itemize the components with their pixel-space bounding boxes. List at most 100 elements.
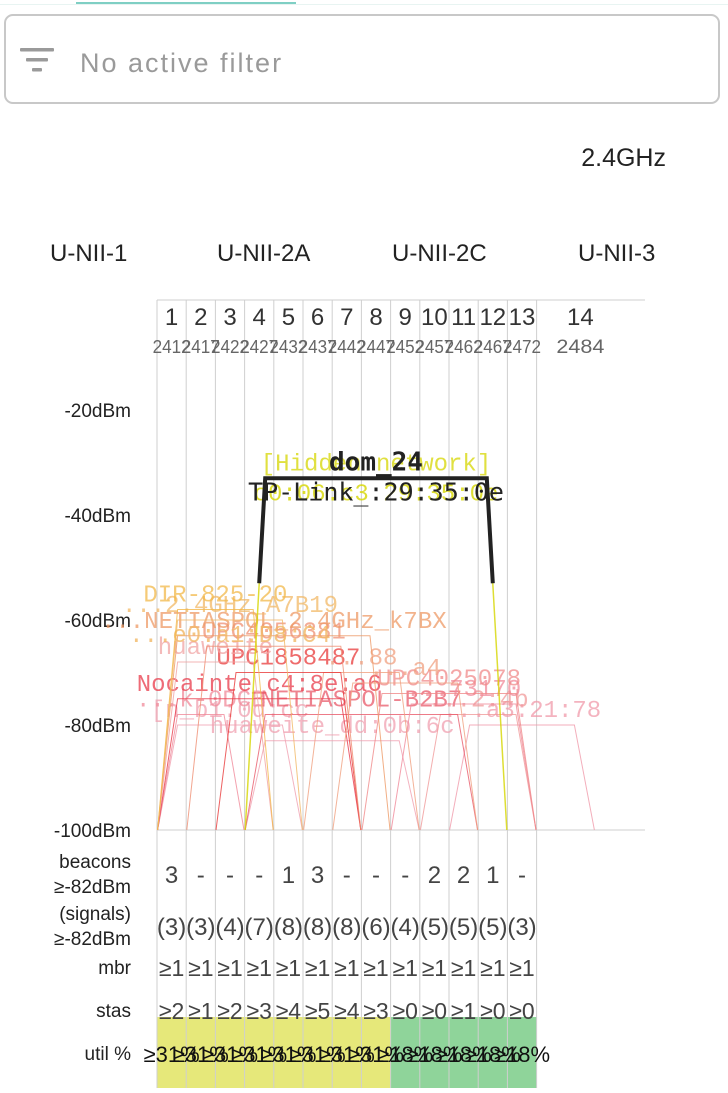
- y-axis-label: -100dBm: [54, 821, 131, 842]
- network-name: UPC1858487: [216, 646, 360, 673]
- unii-3-label: U-NII-3: [578, 240, 656, 267]
- network-shape: [244, 740, 420, 831]
- util-value: ≥31%: [231, 1042, 287, 1067]
- network-shape: [419, 714, 537, 831]
- mbr-value: ≥1: [334, 955, 359, 981]
- channel-number: 12: [479, 304, 506, 331]
- util-cell: [273, 1017, 303, 1088]
- util-cell: [478, 1017, 508, 1088]
- signals-value: (8): [332, 914, 361, 941]
- stas-value: ≥4: [334, 998, 360, 1024]
- network-name: UPC4056381: [202, 619, 346, 646]
- signals-value: (3): [186, 914, 215, 941]
- stas-value: ≥2: [159, 998, 184, 1024]
- beacons-value: -: [226, 862, 234, 889]
- util-value: ≥18%: [377, 1042, 433, 1067]
- network-mac: TP-Link_:29:35:0e: [248, 477, 504, 506]
- channel-frequency: 2442: [328, 337, 366, 357]
- stas-value: ≥3: [363, 998, 388, 1024]
- channel-frequency: 2472: [503, 337, 541, 357]
- stas-value: ≥5: [305, 998, 330, 1024]
- util-cell: [507, 1017, 537, 1088]
- channel-frequency: 2462: [445, 337, 483, 357]
- network-shape: [215, 672, 362, 831]
- channel-number: 5: [282, 304, 295, 331]
- beacons-value: 2: [428, 862, 441, 889]
- network-name: ...NETIASPOL_2.4GHz_k7BX: [101, 609, 447, 636]
- network-name: [Hidden network]: [261, 451, 491, 478]
- beacons-value: 1: [486, 862, 499, 889]
- channel-number: 3: [223, 304, 236, 331]
- channel-frequency: 2452: [386, 337, 424, 357]
- channel-frequency: 2427: [240, 337, 278, 357]
- network-shape: [157, 609, 274, 831]
- y-axis-label: -20dBm: [64, 401, 131, 422]
- mbr-value: ≥1: [480, 955, 505, 981]
- beacons-value: 3: [311, 862, 324, 889]
- network-shape: [390, 703, 537, 831]
- signals-value: (5): [478, 914, 507, 941]
- network-shape: [157, 714, 245, 831]
- network-name: ...88: [325, 646, 397, 673]
- util-value: ≥31%: [260, 1042, 316, 1067]
- signals-value: (8): [303, 914, 332, 941]
- stas-value: ≥2: [217, 998, 242, 1024]
- util-cell: [157, 1017, 187, 1088]
- stas-value: ≥3: [246, 998, 271, 1024]
- channel-frequency: 2447: [357, 337, 395, 357]
- util-cell: [332, 1017, 362, 1088]
- network-name: NETIASPOL-B2B7: [261, 688, 463, 715]
- signals-value: (4): [391, 914, 420, 941]
- stas-value: ≥4: [276, 998, 302, 1024]
- util-value: ≥31%: [348, 1042, 404, 1067]
- unii-2a-label: U-NII-2A: [217, 240, 311, 267]
- channel-number: 7: [340, 304, 353, 331]
- util-cell: [449, 1017, 479, 1088]
- util-value: ≥18%: [436, 1042, 492, 1067]
- beacons-value: 1: [282, 862, 295, 889]
- beacons-value: -: [372, 862, 380, 889]
- network-shape: [186, 645, 362, 831]
- stas-value: ≥0: [480, 998, 505, 1024]
- util-value: ≥31%: [173, 1042, 229, 1067]
- network-mac: ...e0:a1:D8:C4: [129, 623, 331, 650]
- filter-bar[interactable]: No active filter: [4, 14, 720, 104]
- signals-value: (5): [449, 914, 478, 941]
- signals-value: (3): [507, 914, 536, 941]
- y-axis-label: -80dBm: [64, 716, 131, 737]
- network-name: ...2.4GHz_A7B19: [122, 593, 338, 620]
- filter-status-text: No active filter: [80, 48, 284, 78]
- signals-label: ≥-82dBm: [54, 929, 131, 950]
- mbr-value: ≥1: [509, 955, 534, 981]
- tab-indicator: [76, 2, 296, 4]
- stas-value: ≥1: [451, 998, 476, 1024]
- util-cell: [419, 1017, 449, 1088]
- channel-frequency: 2484: [556, 337, 604, 358]
- network-name: DIR-825-20: [143, 583, 287, 610]
- network-shape: [449, 724, 595, 831]
- util-cell: [215, 1017, 245, 1088]
- mbr-value: ≥1: [422, 955, 447, 981]
- network-name: ...a4: [369, 656, 441, 683]
- signals-value: (8): [274, 914, 303, 941]
- signals-label: (signals): [59, 904, 131, 925]
- filter-list-icon[interactable]: [20, 46, 56, 76]
- network-mac: c0:06:c3:29:35:0e: [254, 481, 499, 508]
- mbr-value: ≥1: [305, 955, 330, 981]
- beacons-value: -: [343, 862, 351, 889]
- channel-frequency: 2412: [153, 337, 191, 357]
- stas-label: stas: [96, 1001, 131, 1022]
- beacons-value: 3: [165, 862, 178, 889]
- util-value: ≥31%: [202, 1042, 258, 1067]
- util-label: util %: [85, 1044, 132, 1065]
- y-axis-label: -60dBm: [64, 611, 131, 632]
- util-value: ≥31%: [144, 1042, 200, 1067]
- signals-value: (4): [215, 914, 244, 941]
- util-value: ≥31%: [290, 1042, 346, 1067]
- stas-value: ≥0: [509, 998, 534, 1024]
- network-name: dom_24: [329, 447, 423, 477]
- mbr-label: mbr: [98, 958, 131, 979]
- network-shape: [157, 635, 391, 831]
- channel-number: 10: [421, 304, 448, 331]
